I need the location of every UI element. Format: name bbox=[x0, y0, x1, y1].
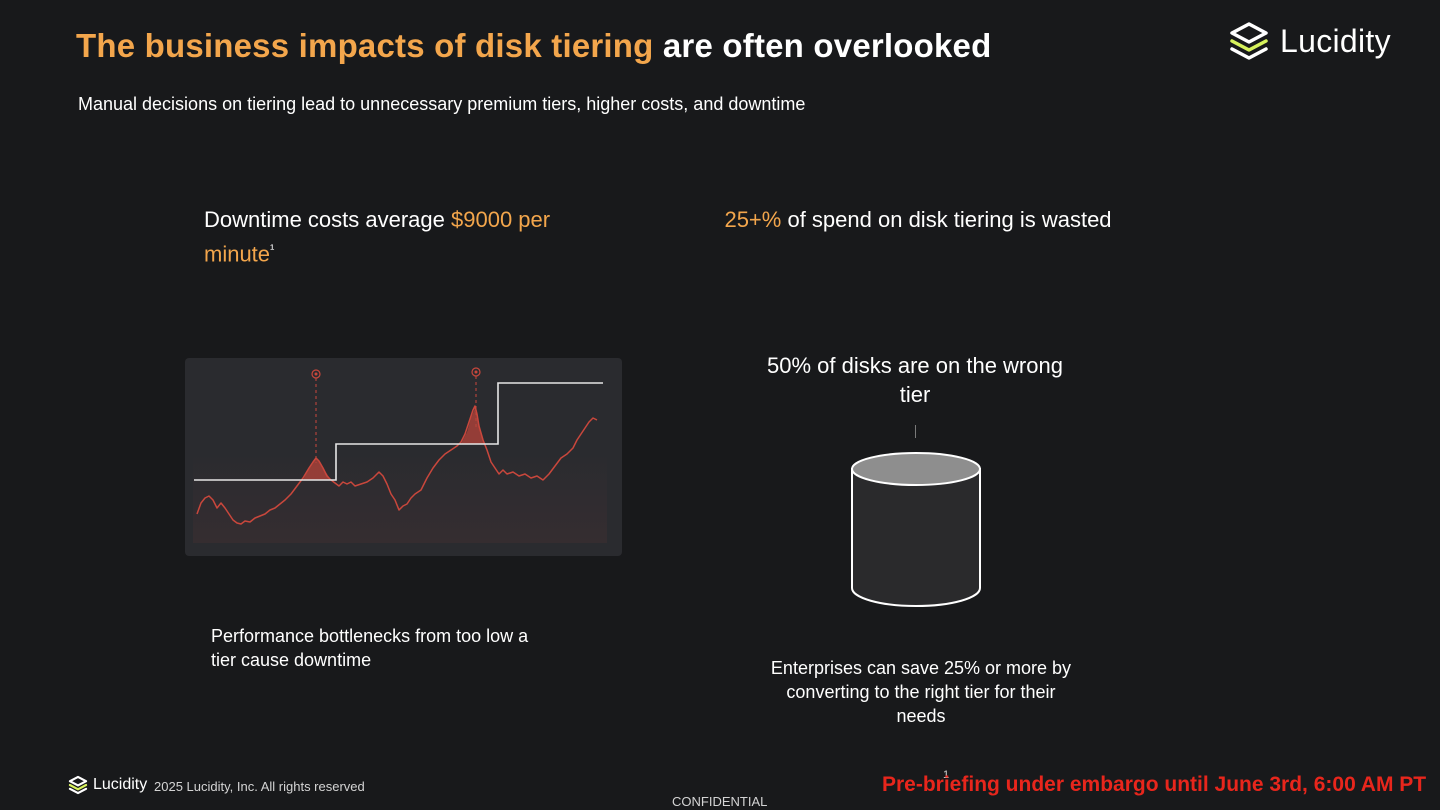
savings-caption: Enterprises can save 25% or more by conv… bbox=[770, 658, 1072, 726]
title-rest: are often overlooked bbox=[662, 27, 992, 64]
brand-name: Lucidity bbox=[1280, 22, 1391, 59]
connector-tick bbox=[915, 425, 916, 438]
copyright-text: 2025 Lucidity, Inc. All rights reserved bbox=[154, 779, 365, 794]
stat-prefix: Downtime costs average bbox=[204, 207, 445, 232]
bottleneck-caption: Performance bottlenecks from too low a t… bbox=[211, 626, 529, 670]
spike-marker-icon bbox=[311, 369, 321, 379]
stat-value: 25+% bbox=[724, 207, 782, 232]
stat-suffix: of spend on disk tiering is wasted bbox=[787, 207, 1112, 232]
layered-chevron-logo-icon bbox=[68, 775, 88, 795]
footer-brand-name: Lucidity bbox=[93, 776, 148, 793]
usage-line bbox=[196, 405, 598, 525]
page-number: 1 bbox=[943, 769, 950, 781]
downtime-cost-stat: Downtime costs average $9000 per minute¹ bbox=[204, 205, 624, 268]
footnote-marker: ¹ bbox=[270, 241, 275, 256]
footer-logo: Lucidity bbox=[68, 775, 147, 795]
usage-vs-tier-illustration bbox=[185, 358, 622, 556]
embargo-notice: Pre-briefing under embargo until June 3r… bbox=[882, 773, 1427, 796]
brand-logo: Lucidity bbox=[1228, 20, 1391, 62]
disk-cylinder-icon bbox=[851, 452, 981, 607]
usage-tier-graphic bbox=[193, 367, 607, 543]
spike-marker-icon bbox=[471, 367, 481, 377]
slide-title: The business impacts of disk tiering are… bbox=[76, 27, 991, 65]
stat-value: $9000 per minute bbox=[204, 207, 551, 267]
confidential-label: CONFIDENTIAL bbox=[672, 794, 768, 809]
tier-step-line bbox=[194, 382, 603, 481]
slide-subtitle: Manual decisions on tiering lead to unne… bbox=[78, 94, 806, 114]
title-highlight: The business impacts of disk tiering bbox=[76, 27, 654, 64]
wasted-spend-stat: 25+% of spend on disk tiering is wasted bbox=[718, 205, 1118, 234]
disk-caption: 50% of disks are on the wrong tier bbox=[767, 353, 1063, 407]
layered-chevron-logo-icon bbox=[1230, 22, 1268, 60]
